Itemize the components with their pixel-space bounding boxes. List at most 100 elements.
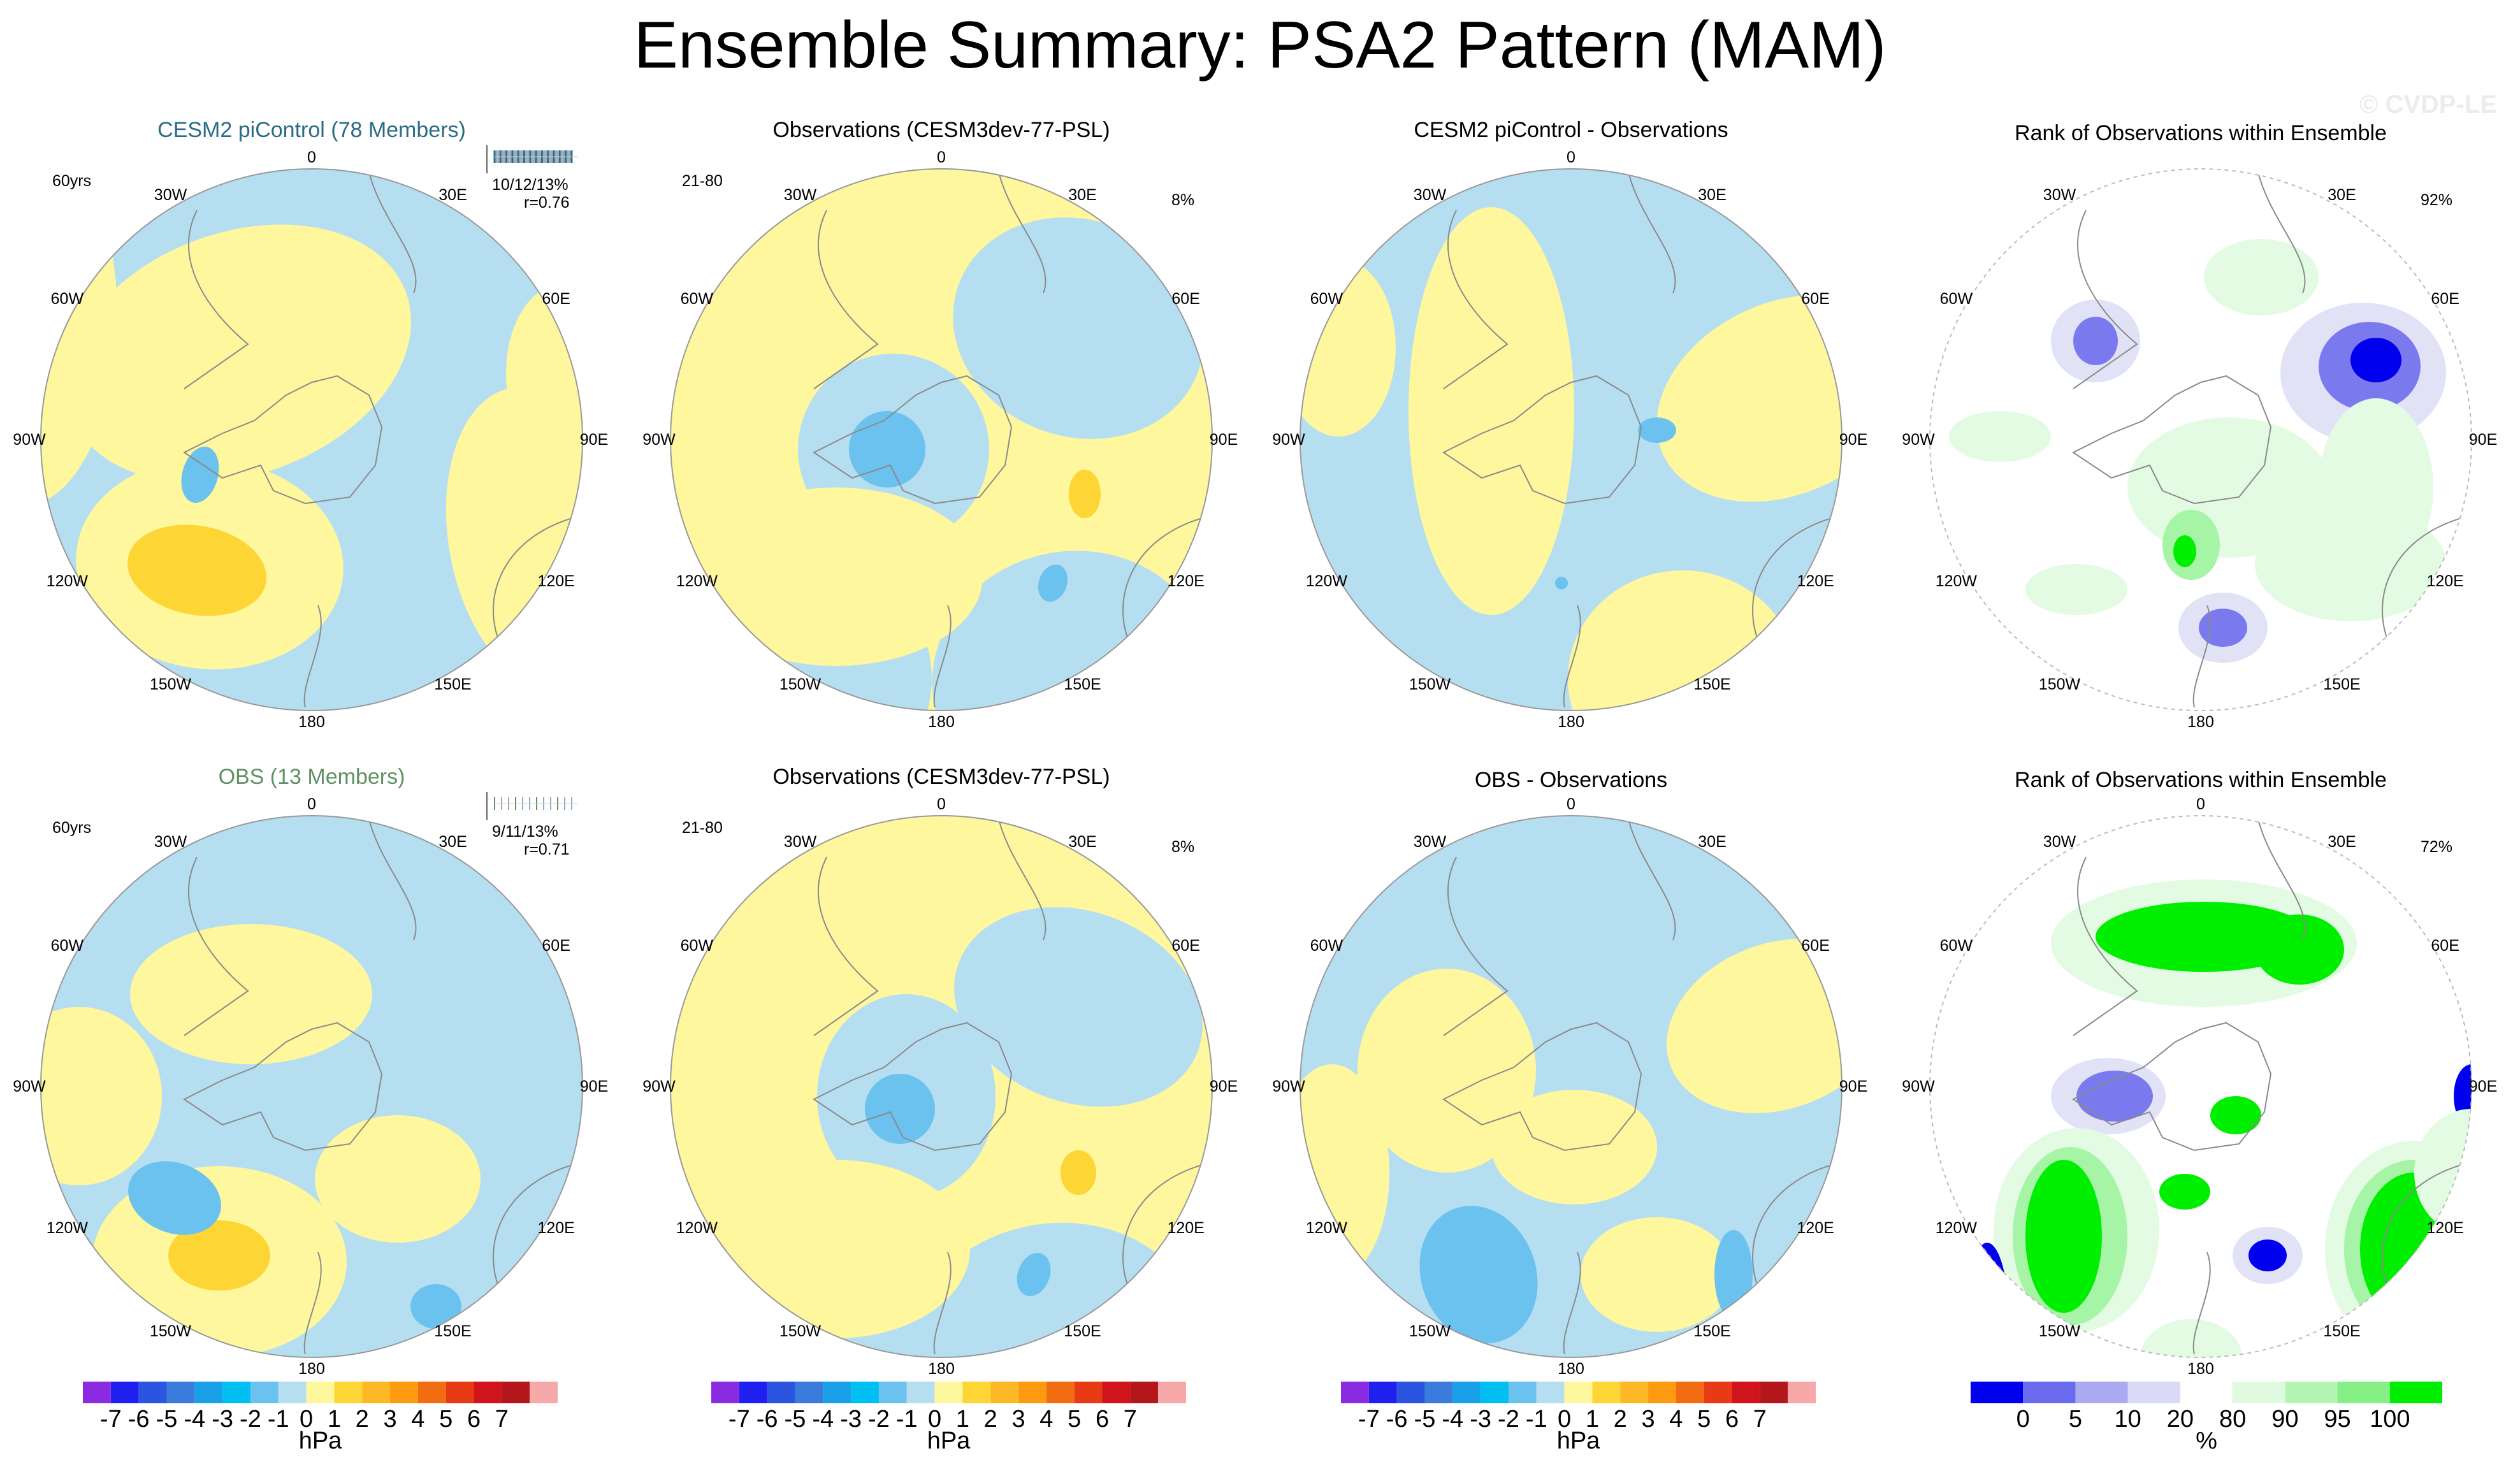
stat-right: 92% [2421,191,2453,209]
lon-label: 150E [2323,1322,2361,1340]
polar-map [40,815,583,1358]
colorbar-swatch [711,1382,739,1403]
lon-label: 30E [1068,833,1097,851]
south-america-coast [813,856,879,1036]
field-contour-pos1 [1581,1217,1734,1332]
field-contour-pos1 [1491,1090,1657,1204]
colorbar-tick: -2 [1498,1406,1519,1433]
lon-label: 60E [2431,936,2459,955]
lon-label: 60W [1939,289,1973,308]
lon-label: 30W [154,833,187,851]
colorbar-swatch [83,1382,111,1403]
colorbar-swatch [934,1382,963,1403]
rank-region-rank_green [2159,1174,2210,1210]
colorbar-swatch [1424,1382,1453,1403]
map-boundary [1300,168,1843,711]
south-america-coast [1443,210,1509,389]
africa-coast [2257,171,2306,294]
lon-label: 60W [1310,936,1343,955]
lon-label: 120E [2426,1218,2464,1237]
colorbar-tick: 6 [1725,1406,1739,1433]
new-zealand-coast [933,605,952,708]
map-panel-1-2: Observations (CESM3dev-77-PSL) 0 30E 60E 90E… [630,108,1253,758]
colorbar-swatch [1481,1382,1509,1403]
lon-label: 150W [1408,675,1451,693]
rank-region-rank_green [2360,1173,2468,1326]
colorbar-swatches [83,1382,558,1403]
lon-label: 90E [2468,1078,2498,1095]
lon-label: 150W [2038,675,2081,693]
polar-map [1929,815,2472,1358]
lon-label: 0 [1567,795,1575,813]
lon-label: 90E [1839,1078,1868,1095]
colorbar-swatch [110,1382,139,1403]
colorbar-swatch [334,1382,363,1403]
map-panel-2-3: OBS - Observations 0 30E 60E 90E 120E 150E 180 1… [1259,755,1883,1405]
colorbar-swatch [306,1382,335,1403]
colorbar-tick: -4 [1442,1406,1464,1433]
lon-label: 120E [1797,572,1834,590]
lon-label: 120W [46,1218,88,1237]
colorbar-swatch [2023,1382,2076,1403]
lon-label: 120W [676,1218,718,1237]
field-contour-pos1 [1408,207,1574,615]
panel-title: Rank of Observations within Ensemble [2015,121,2387,145]
colorbar-tick: 0 [2016,1406,2030,1433]
colorbar-tick: -3 [1470,1406,1492,1433]
south-america-coast [2073,210,2138,389]
lon-label: 120E [2426,572,2464,590]
lon-label: 120W [676,572,718,590]
rank-background [1930,816,2472,1357]
rank-region-rank_pale [2414,1109,2472,1236]
panel-title: CESM2 piControl - Observations [1414,118,1728,142]
colorbar-tick: -1 [895,1406,918,1433]
lon-label: 180 [2187,1360,2214,1378]
colorbar-swatch [250,1382,279,1403]
lon-label: 150E [434,1322,472,1340]
lon-label: 150E [1064,675,1101,693]
new-zealand-coast [2192,1252,2211,1355]
new-zealand-coast [303,605,322,708]
lon-label: 120W [1305,1218,1347,1237]
colorbar-tick: -4 [812,1406,834,1433]
colorbar-swatch [1564,1382,1593,1403]
antarctica-coastline [1442,375,1642,505]
lon-label: 150E [1064,1322,1101,1340]
field-contour-pos1 [1300,258,1396,437]
lon-label: 30W [2043,833,2076,851]
map-panel-1-4: Rank of Observations within Ensemble 30E 6… [1889,108,2512,758]
map-panel-2-2: Observations (CESM3dev-77-PSL) 0 30E 60E 90E… [630,755,1253,1405]
lon-label: 30W [783,186,817,205]
colorbar-swatch [990,1382,1019,1403]
colorbar-swatch [1396,1382,1425,1403]
lon-label: 30E [2328,186,2356,205]
lon-label: 150E [2323,675,2361,693]
stat-right: 72% [2421,838,2453,856]
field-contour-neg1 [954,907,1203,1107]
colorbar-swatch [1676,1382,1704,1403]
colorbar-swatch [1074,1382,1103,1403]
stat-left: 21-80 [682,172,723,190]
colorbar-tick: -7 [728,1406,750,1433]
colorbar-tick: 95 [2324,1406,2351,1433]
lon-label: 30E [438,833,467,851]
map-boundary [670,168,1213,711]
lon-label: 0 [937,795,946,813]
lon-label: 30E [1698,833,1727,851]
lon-label: 120W [1935,572,1977,590]
field-contour-neg2 [1714,1230,1753,1319]
map-boundary [670,815,1213,1358]
lon-label: 120E [1797,1218,1834,1237]
map-boundary [1300,815,1843,1358]
lon-label: 90W [1272,431,1305,449]
lon-label: 30E [1068,186,1097,205]
colorbar-swatch [739,1382,767,1403]
lon-label: 120E [537,1218,575,1237]
new-zealand-coast [933,1252,952,1355]
field-contour-pos2 [1069,470,1101,518]
lon-label: 150W [149,1322,192,1340]
lon-label: 30E [1698,186,1727,205]
colorbar-swatch [138,1382,167,1403]
map-boundary [1929,168,2472,711]
field-contour-pos1 [130,924,372,1064]
